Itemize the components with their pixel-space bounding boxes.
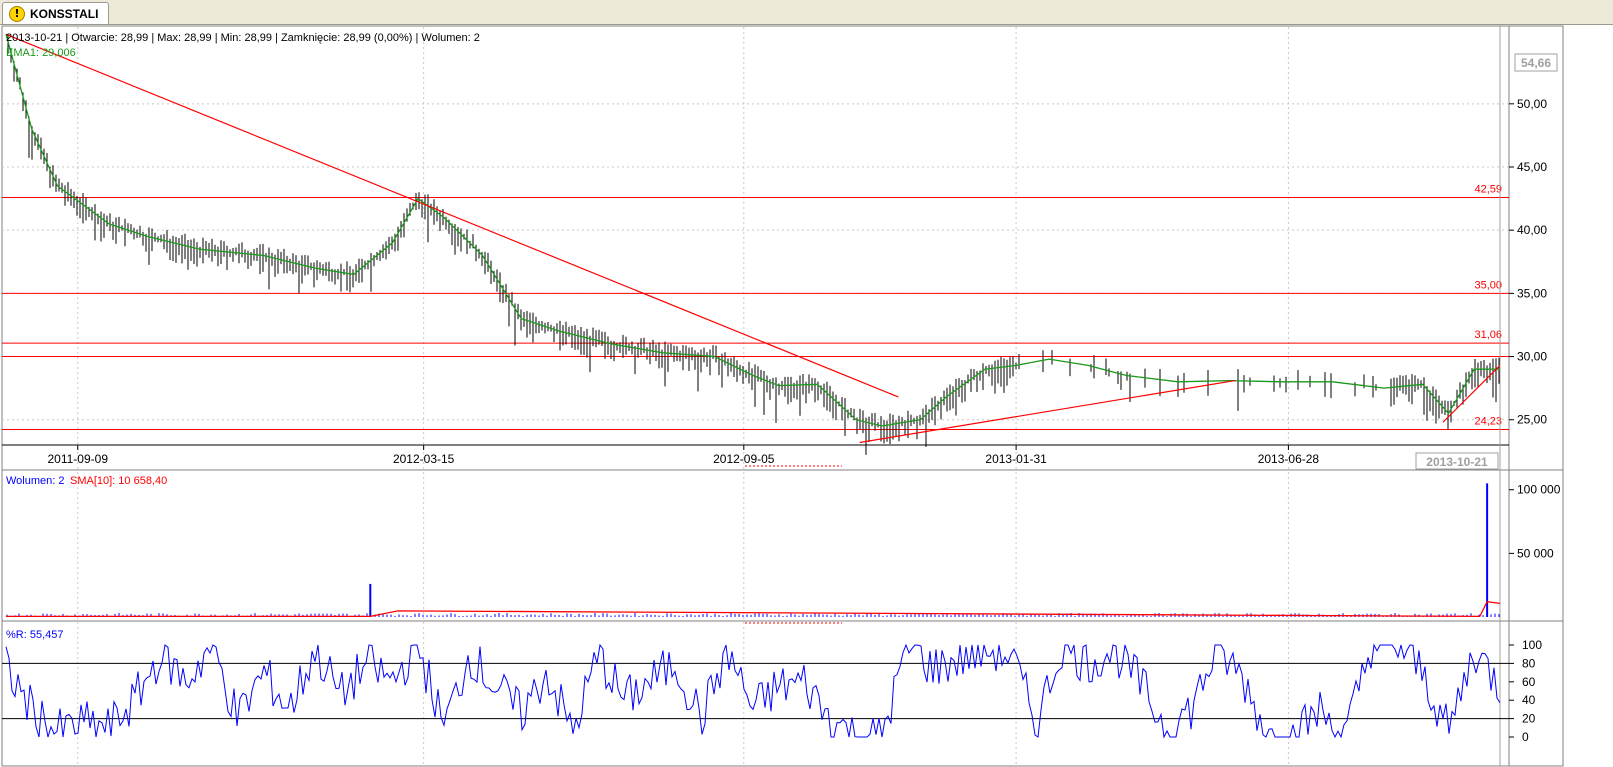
price-bars [7,34,1500,455]
x-tick-label: 2012-09-05 [713,452,775,466]
y-tick-label: 50 000 [1517,546,1554,560]
y-tick-label: 0 [1522,730,1529,744]
chart-area[interactable]: 42,59 35,00 31,06 24,23 50,00 45,00 40,00 35,0… [0,25,1613,767]
price-levels: 42,59 35,00 31,06 24,23 [2,183,1509,430]
price-axis: 50,00 45,00 40,00 35,00 30,00 25,00 [1509,97,1547,427]
y-tick-label: 80 [1522,656,1536,670]
y-tick-label: 100 [1522,638,1542,652]
trendline[interactable] [1442,364,1501,423]
y-tick-label: 50,00 [1517,97,1547,111]
current-price-badge [1514,53,1558,72]
x-tick-label: 2013-01-31 [985,452,1047,466]
y-tick-label: 100 000 [1517,483,1561,497]
ema-label: EMA1: 29,006 [6,47,76,59]
x-tick-label: 2011-09-09 [48,452,109,466]
williams-r-panel: 100 80 60 40 20 0 [2,638,1542,744]
volume-label: Wolumen: 2 [6,475,65,487]
y-tick-label: 20 [1522,712,1536,726]
trendline[interactable] [5,33,899,398]
tab-bar: ! KONSSTALI [0,0,1613,25]
sma-series-line [6,600,1501,618]
price-level-label: 31,06 [1474,329,1502,341]
price-level-label: 24,23 [1474,415,1502,427]
current-date-label: 2013-10-21 [1426,455,1488,469]
y-tick-label: 40 [1522,693,1536,707]
warning-icon: ! [9,5,25,22]
price-level-label: 35,00 [1474,279,1502,291]
wr-series-line [5,643,1501,739]
y-tick-label: 30,00 [1517,350,1547,364]
y-tick-label: 40,00 [1517,223,1547,237]
tab-label: KONSSTALI [30,6,99,21]
sma-label: SMA[10]: 10 658,40 [70,475,167,487]
chart-frame [1,25,1564,767]
time-axis: 2011-09-09 2012-03-15 2012-09-05 2013-01-31… [48,445,1320,466]
current-date-badge [1415,452,1499,470]
wr-label: %R: 55,457 [6,629,63,641]
price-level-label: 42,59 [1474,183,1502,195]
y-tick-label: 35,00 [1517,286,1547,300]
y-tick-label: 25,00 [1517,413,1547,427]
x-tick-label: 2012-03-15 [393,452,455,466]
current-price-label: 54,66 [1521,56,1551,70]
ema-series-line [5,34,1500,427]
trendlines[interactable] [5,33,1501,444]
x-tick-label: 2013-06-28 [1258,452,1320,466]
trendline[interactable] [859,379,1236,444]
tab-konsstali[interactable]: ! KONSSTALI [2,2,110,24]
y-tick-label: 45,00 [1517,160,1547,174]
y-tick-label: 60 [1522,675,1536,689]
volume-panel: 100 000 50 000 [6,483,1561,618]
ohlc-info: 2013-10-21 | Otwarcie: 28,99 | Max: 28,9… [6,32,480,44]
